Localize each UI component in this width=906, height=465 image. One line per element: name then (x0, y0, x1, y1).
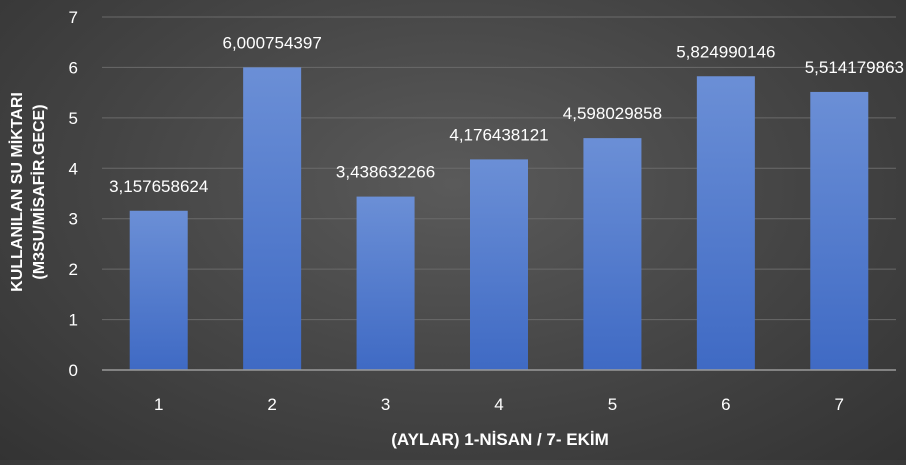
y-tick-label: 5 (69, 109, 78, 128)
axes: 0 1 2 3 4 5 6 7 1 2 3 4 5 6 7 (69, 8, 896, 414)
y-tick-label: 3 (69, 210, 78, 229)
bar (470, 159, 528, 370)
y-axis-title-line1: KULLANILAN SU MİKTARI (8, 92, 26, 292)
bar (243, 67, 302, 370)
bars (129, 67, 869, 371)
y-tick-label: 1 (69, 311, 78, 330)
bar (356, 196, 415, 370)
bar (810, 91, 869, 370)
data-labels: 3,157658624 6,000754397 3,438632266 4,17643… (109, 33, 904, 195)
y-tick-label: 2 (69, 260, 78, 279)
x-axis-title: (AYLAR) 1-NİSAN / 7- EKİM (391, 430, 609, 449)
x-tick-label: 5 (608, 395, 617, 414)
bar (696, 76, 755, 371)
data-label: 6,000754397 (223, 33, 322, 52)
x-tick-label: 2 (267, 395, 276, 414)
x-tick-label: 4 (494, 395, 503, 414)
bar (129, 210, 188, 370)
data-label: 3,438632266 (336, 163, 435, 182)
y-axis-title-line2: (M3SU/MİSAFİR.GECE) (30, 104, 48, 279)
y-axis-title: KULLANILAN SU MİKTARI (M3SU/MİSAFİR.GECE… (8, 92, 48, 292)
x-tick-label: 3 (381, 395, 390, 414)
x-tick-label: 1 (154, 395, 163, 414)
x-tick-label: 6 (721, 395, 730, 414)
x-tick-label: 7 (835, 395, 844, 414)
y-tick-label: 0 (69, 361, 78, 380)
data-label: 4,598029858 (563, 104, 662, 123)
y-tick-label: 7 (69, 8, 78, 27)
data-label: 5,824990146 (676, 42, 775, 61)
y-tick-label: 6 (69, 58, 78, 77)
bar (583, 138, 642, 370)
data-label: 3,157658624 (109, 177, 208, 196)
data-label: 4,176438121 (449, 125, 548, 144)
data-label: 5,514179863 (805, 58, 904, 77)
y-tick-label: 4 (69, 159, 78, 178)
